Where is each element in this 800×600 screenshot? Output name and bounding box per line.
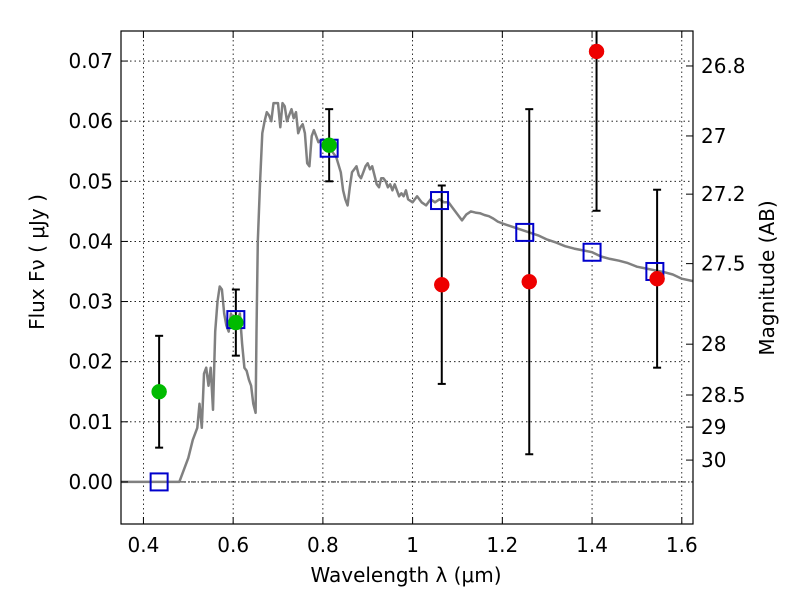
non-detection-point	[521, 273, 538, 290]
right-axis-label: Magnitude (AB)	[755, 200, 779, 355]
right-tick-label: 28.5	[701, 383, 746, 407]
y-tick-label: 0.02	[68, 350, 113, 374]
y-tick-label: 0.03	[68, 290, 113, 314]
right-tick-label: 27.2	[701, 182, 746, 206]
right-tick-label: 28	[701, 332, 726, 356]
y-tick-label: 0.06	[68, 109, 113, 133]
x-tick-label: 1	[406, 533, 419, 557]
right-tick-label: 30	[701, 448, 726, 472]
grid-lines	[121, 31, 693, 524]
right-tick-label: 27	[701, 124, 726, 148]
model-square-marker	[149, 472, 169, 492]
x-tick-label: 1.2	[486, 533, 518, 557]
detection-point	[321, 137, 337, 153]
plot-frame	[120, 30, 694, 525]
sed-model-line-layer	[121, 101, 694, 484]
y-tick-label: 0.01	[68, 410, 113, 434]
model-square-marker	[582, 242, 602, 262]
data-points-layer	[151, 43, 665, 400]
right-tick-label: 26.8	[701, 54, 746, 78]
y-tick-label: 0.00	[68, 470, 113, 494]
x-axis-label: Wavelength λ (μm)	[310, 563, 501, 587]
model-square-marker	[430, 191, 450, 211]
tick-labels-layer: 0.4 0.6 0.8 1 1.2 1.4 1.6 0.00 0.01 0.02 0.03 0.04 0…	[68, 49, 745, 557]
right-tick-label: 27.5	[701, 252, 746, 276]
right-tick-label: 29	[701, 415, 726, 439]
sed-model-line	[121, 101, 694, 484]
ticks-layer	[121, 31, 693, 524]
error-bars-layer	[155, 31, 662, 456]
y-axis-label: Flux Fν ( μJy )	[25, 194, 49, 330]
non-detection-point	[434, 276, 450, 293]
y-tick-label: 0.04	[68, 229, 113, 253]
y-tick-label: 0.07	[68, 49, 113, 73]
x-tick-label: 0.4	[128, 533, 160, 557]
x-tick-label: 0.8	[307, 533, 339, 557]
non-detection-point	[649, 270, 665, 287]
non-detection-point	[588, 43, 605, 60]
y-tick-label: 0.05	[68, 169, 113, 193]
detection-point	[228, 314, 244, 331]
x-tick-label: 1.4	[576, 533, 608, 557]
model-square-marker	[515, 222, 535, 242]
x-tick-label: 0.6	[217, 533, 249, 557]
x-tick-label: 1.6	[666, 533, 698, 557]
detection-point	[151, 383, 167, 400]
